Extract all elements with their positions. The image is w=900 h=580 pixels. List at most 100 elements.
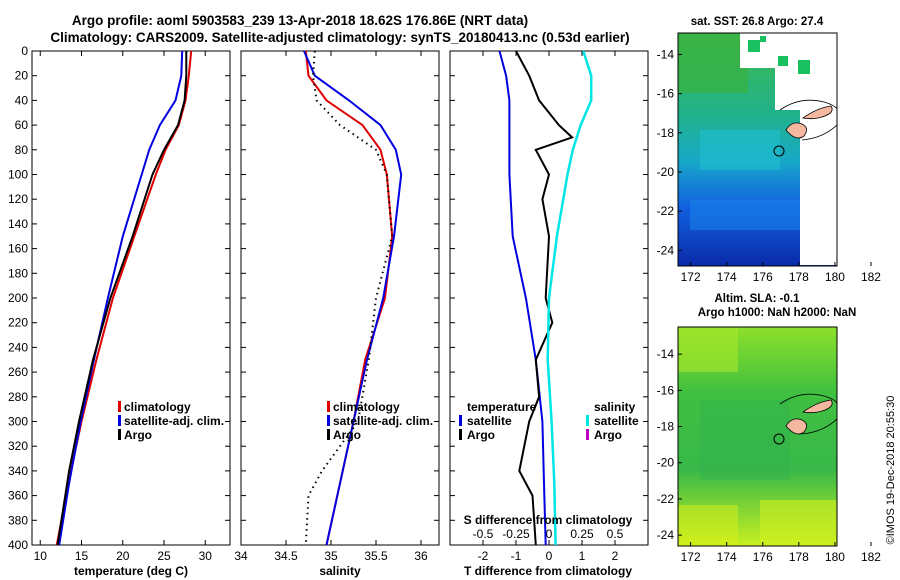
map-x-tick-label: 182 — [861, 550, 881, 564]
legend-label-satellite: satellite-adj. clim. — [124, 414, 224, 428]
legend-swatch-satellite — [327, 415, 330, 426]
bathymetry-contour — [779, 393, 837, 435]
sst-patch — [690, 200, 810, 230]
sst-cell — [760, 36, 766, 42]
legend-label-s-satellite: satellite — [594, 414, 639, 428]
island — [785, 418, 807, 435]
legend-swatch-t-argo — [459, 429, 462, 440]
legend-swatch-s-argo — [586, 429, 589, 440]
x2-tick-label: 0.5 — [607, 527, 624, 541]
legend-swatch-s-satellite — [586, 415, 589, 426]
difference-series — [498, 51, 593, 545]
argo-location-marker — [773, 433, 785, 445]
y-tick-label: 40 — [15, 93, 29, 107]
legend-title-temperature: temperature — [467, 400, 537, 414]
sla-patch — [678, 505, 738, 546]
map-y-tick-label: -24 — [657, 243, 675, 257]
legend-label-argo: Argo — [333, 428, 361, 442]
sla-map-title2: Argo h1000: NaN h2000: NaN — [698, 307, 857, 319]
imos-stamp: ©IMOS 19-Dec-2018 20:55:30 — [885, 396, 897, 545]
x-tick-label: 1 — [579, 549, 586, 563]
x-tick-label: 34 — [234, 549, 248, 563]
map-y-tick-label: -20 — [657, 165, 675, 179]
legend-label-s-argo: Argo — [594, 428, 622, 442]
map-x-tick-label: 172 — [681, 550, 701, 564]
y-tick-label: 240 — [8, 340, 28, 354]
sla-map — [678, 327, 837, 546]
legend-swatch-satellite — [118, 415, 121, 426]
y-tick-label: 160 — [8, 242, 28, 256]
sst-map-title: sat. SST: 26.8 Argo: 27.4 — [691, 16, 824, 28]
series-line-argo — [304, 51, 394, 545]
sla-map-title1: Altim. SLA: -0.1 — [715, 293, 801, 305]
x2-tick-label: 0 — [546, 527, 553, 541]
series-line-satellite-adj-clim- — [303, 51, 403, 545]
x-tick-label: 0 — [546, 549, 553, 563]
y-tick-label: 400 — [8, 538, 28, 552]
map-x-tick-label: 178 — [789, 270, 809, 284]
x2-tick-label: -0.25 — [502, 527, 530, 541]
island — [785, 122, 807, 139]
x-tick-label: -1 — [511, 549, 522, 563]
legend-swatch-climatology — [118, 401, 121, 412]
series-line-argo — [56, 51, 188, 545]
y-tick-label: 300 — [8, 415, 28, 429]
map-x-tick-label: 176 — [753, 550, 773, 564]
x2-tick-label: 0.25 — [570, 527, 594, 541]
map-y-tick-label: -18 — [657, 420, 675, 434]
map-y-tick-label: -20 — [657, 456, 675, 470]
difference-xlabel2: S difference from climatology — [464, 513, 633, 527]
temperature-legend: climatology satellite-adj. clim. Argo — [118, 400, 224, 442]
legend-label-argo: Argo — [124, 428, 152, 442]
map-y-tick-label: -22 — [657, 492, 675, 506]
x-tick-label: 34.5 — [274, 549, 298, 563]
series-line-s-satellite — [546, 51, 593, 545]
series-line-satellite-adj-clim- — [58, 51, 184, 545]
y-tick-label: 340 — [8, 464, 28, 478]
x-tick-label: 20 — [116, 549, 130, 563]
difference-axes: -2 -1 0 1 2 -0.5 -0.25 0 0.25 0.5 — [450, 50, 648, 563]
legend-label-climatology: climatology — [124, 400, 191, 414]
y-tick-label: 60 — [15, 118, 29, 132]
x-tick-label: 35 — [324, 549, 338, 563]
difference-xlabel: T difference from climatology — [464, 564, 632, 578]
x-tick-label: 35.5 — [364, 549, 388, 563]
y-tick-label: 320 — [8, 439, 28, 453]
x-tick-label: 10 — [34, 549, 48, 563]
x-tick-label: -2 — [478, 549, 489, 563]
island — [801, 105, 833, 120]
map-y-tick-label: -16 — [657, 383, 675, 397]
sst-map — [678, 33, 837, 266]
sla-patch — [700, 400, 790, 480]
y-tick-label: 180 — [8, 266, 28, 280]
legend-swatch-t-satellite — [459, 415, 462, 426]
y-tick-label: 200 — [8, 291, 28, 305]
map-x-tick-label: 174 — [717, 270, 737, 284]
x-tick-label: 25 — [157, 549, 171, 563]
x2-tick-label: -0.5 — [473, 527, 494, 541]
legend-title-salinity: salinity — [594, 400, 636, 414]
temperature-plot-frame — [31, 50, 231, 546]
y-tick-label: 20 — [15, 69, 29, 83]
x-tick-label: 2 — [612, 549, 619, 563]
sla-patch — [760, 500, 837, 546]
y-tick-label: 0 — [21, 44, 28, 58]
salinity-series — [303, 51, 403, 545]
map-y-tick-label: -22 — [657, 204, 675, 218]
header-line2: Climatology: CARS2009. Satellite-adjuste… — [50, 30, 629, 45]
salinity-axes: 34 34.5 35 35.5 36 — [234, 50, 439, 563]
salinity-legend: climatology satellite-adj. clim. Argo — [327, 400, 433, 442]
legend-swatch-climatology — [327, 401, 330, 412]
island — [801, 399, 833, 414]
legend-label-t-satellite: satellite — [467, 414, 512, 428]
header-line1: Argo profile: aoml 5903583_239 13-Apr-20… — [72, 13, 528, 28]
bathymetry-contour — [779, 99, 837, 141]
sla-patch — [678, 327, 738, 372]
y-tick-label: 140 — [8, 217, 28, 231]
map-x-tick-label: 182 — [861, 270, 881, 284]
map-y-tick-label: -24 — [657, 528, 675, 542]
y-tick-label: 260 — [8, 365, 28, 379]
map-y-tick-label: -14 — [657, 48, 675, 62]
x-tick-label: 30 — [199, 549, 213, 563]
x-tick-label: 15 — [75, 549, 89, 563]
